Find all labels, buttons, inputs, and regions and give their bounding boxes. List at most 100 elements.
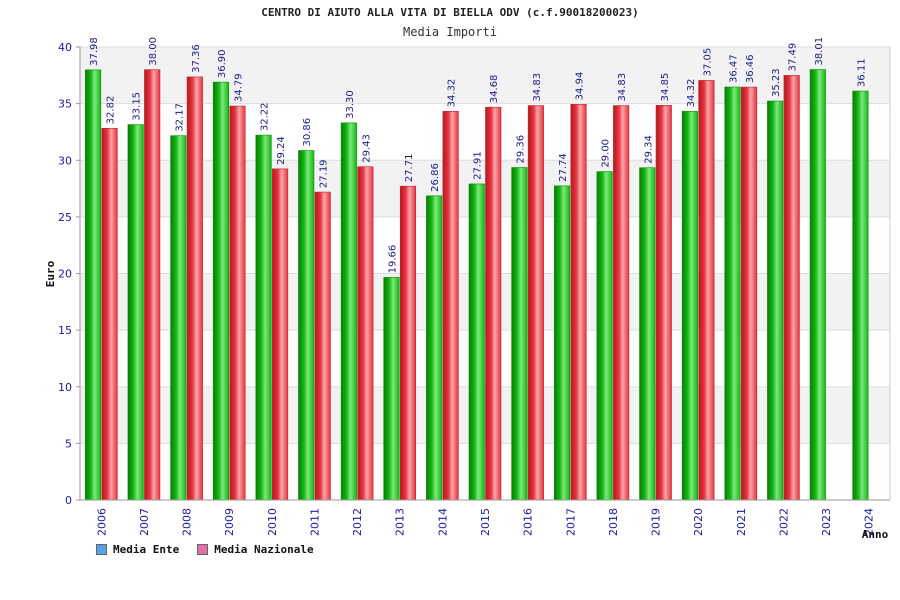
bar-media-nazionale	[740, 86, 758, 501]
y-tick-label: 25	[58, 211, 72, 224]
x-tick-label: 2018	[607, 508, 620, 536]
legend-swatch-ente	[96, 544, 107, 555]
data-label: 19.66	[387, 245, 398, 274]
bar-media-nazionale	[186, 76, 203, 501]
legend-label-ente: Media Ente	[113, 543, 180, 556]
data-label: 37.36	[191, 44, 202, 73]
data-label: 36.90	[217, 49, 228, 78]
legend-item-ente: Media Ente	[96, 543, 179, 556]
data-label: 34.83	[532, 73, 543, 102]
bar-media-nazionale	[783, 75, 800, 501]
x-tick-label: 2013	[394, 508, 407, 536]
bar-media-ente	[85, 69, 102, 501]
data-label: 36.11	[856, 58, 867, 87]
bar-media-ente	[596, 171, 613, 501]
data-label: 33.30	[345, 90, 356, 119]
chart-title: CENTRO DI AIUTO ALLA VITA DI BIELLA ODV …	[261, 6, 639, 19]
bar-media-nazionale	[442, 111, 459, 501]
data-label: 34.83	[617, 73, 628, 102]
y-tick-label: 35	[58, 98, 72, 111]
bar-media-nazionale	[570, 104, 587, 501]
data-label: 36.46	[745, 54, 756, 83]
x-tick-label: 2016	[522, 508, 535, 536]
y-tick-label: 5	[65, 437, 72, 450]
data-label: 30.86	[302, 118, 313, 147]
x-tick-label: 2021	[735, 508, 748, 536]
bar-media-nazionale	[655, 105, 672, 501]
data-label: 34.94	[575, 72, 586, 101]
x-tick-label: 2014	[436, 508, 449, 536]
legend-item-nazionale: Media Nazionale	[197, 543, 314, 556]
bar-media-ente	[426, 195, 443, 501]
bar-media-nazionale	[357, 166, 374, 501]
bar-media-nazionale	[314, 191, 331, 501]
bar-media-ente	[298, 150, 315, 501]
data-label: 35.23	[771, 68, 782, 97]
y-tick-label: 20	[58, 268, 72, 281]
x-tick-label: 2023	[820, 508, 833, 536]
data-label: 37.98	[89, 37, 100, 66]
data-label: 29.36	[515, 135, 526, 164]
bar-media-nazionale	[527, 105, 544, 501]
x-tick-label: 2012	[351, 508, 364, 536]
data-label: 34.79	[233, 73, 244, 102]
y-tick-label: 15	[58, 324, 72, 337]
bar-media-ente	[511, 167, 528, 501]
data-label: 27.71	[404, 154, 415, 183]
bar-media-ente	[809, 69, 826, 501]
data-label: 38.00	[148, 37, 159, 66]
bar-media-ente	[340, 122, 357, 501]
bar-media-ente	[170, 135, 187, 501]
data-label: 32.82	[106, 96, 117, 125]
data-label: 33.15	[132, 92, 143, 121]
bar-media-nazionale	[485, 106, 502, 501]
y-axis-label: Euro	[44, 260, 57, 287]
data-label: 34.68	[489, 75, 500, 104]
x-tick-label: 2020	[692, 508, 705, 536]
data-label: 37.49	[788, 43, 799, 72]
bar-media-nazionale	[399, 185, 417, 501]
y-tick-label: 10	[58, 381, 72, 394]
data-label: 37.05	[702, 48, 713, 77]
x-tick-label: 2022	[777, 508, 790, 536]
bar-media-ente	[255, 134, 272, 501]
x-axis-label: Anno	[862, 528, 889, 541]
x-tick-label: 2017	[564, 508, 577, 536]
bar-media-ente	[127, 124, 144, 501]
bar-media-nazionale	[272, 168, 289, 501]
data-label: 32.17	[174, 103, 185, 132]
chart-subtitle: Media Importi	[403, 25, 497, 39]
x-tick-label: 2009	[223, 508, 236, 536]
data-label: 34.32	[447, 79, 458, 108]
bar-media-ente	[724, 86, 741, 501]
y-tick-label: 30	[58, 154, 72, 167]
data-label: 36.47	[729, 54, 740, 83]
data-label: 27.74	[558, 153, 569, 182]
x-tick-label: 2019	[650, 508, 663, 536]
bar-media-nazionale	[229, 105, 246, 501]
x-tick-label: 2024	[863, 508, 876, 536]
bar-media-ente	[681, 111, 698, 501]
data-label: 34.85	[660, 73, 671, 102]
bar-media-ente	[767, 100, 784, 501]
data-label: 26.86	[430, 163, 441, 192]
legend-label-nazionale: Media Nazionale	[214, 543, 314, 556]
bar-media-nazionale	[698, 80, 715, 501]
bar-media-ente	[383, 277, 400, 501]
bar-media-ente	[212, 81, 230, 501]
bar-media-ente	[852, 90, 869, 501]
data-label: 32.22	[260, 102, 271, 131]
data-label: 27.91	[473, 151, 484, 180]
data-label: 27.19	[319, 159, 330, 188]
x-tick-label: 2006	[95, 508, 108, 536]
x-tick-label: 2010	[266, 508, 279, 536]
legend-swatch-nazionale	[197, 544, 209, 555]
bar-media-ente	[553, 185, 571, 501]
y-tick-label: 0	[65, 494, 72, 507]
bar-media-nazionale	[613, 105, 630, 501]
data-label: 38.01	[814, 37, 825, 66]
bar-media-ente	[468, 183, 485, 501]
data-label: 34.32	[686, 79, 697, 108]
y-tick-label: 40	[58, 41, 72, 54]
